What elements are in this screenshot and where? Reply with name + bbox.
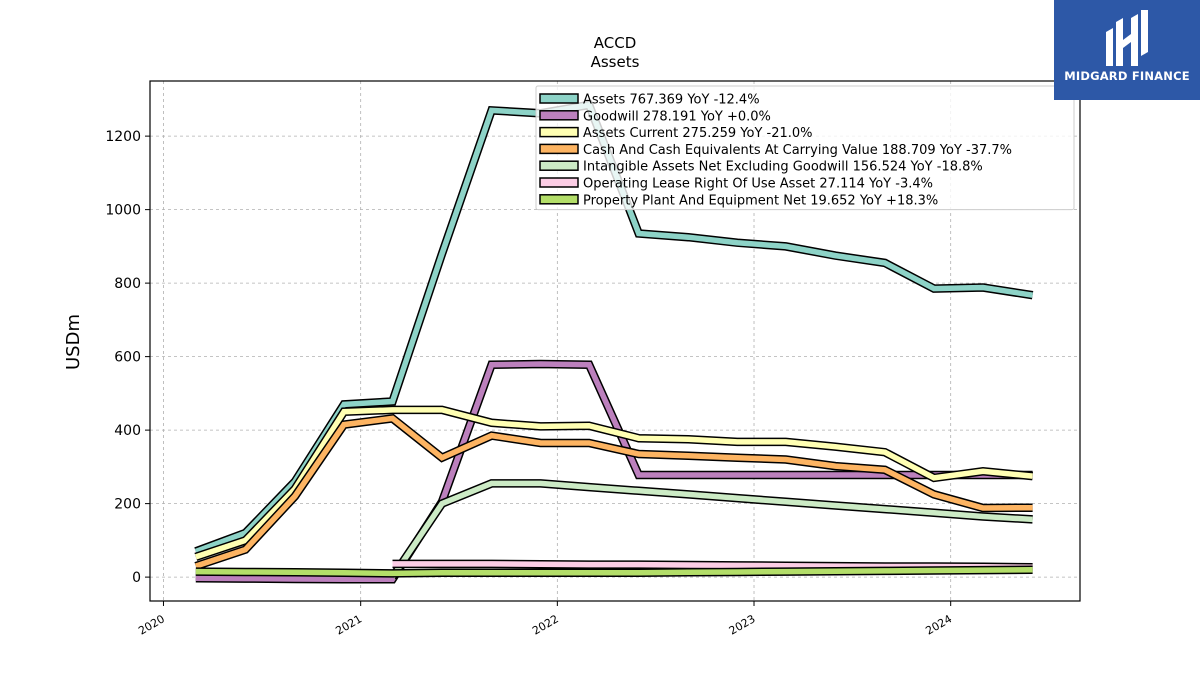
chart-subtitle: Assets [591, 53, 640, 71]
brand-logo: MIDGARD FINANCE [1054, 0, 1200, 100]
y-axis-label: USDm [63, 314, 84, 370]
legend-swatch [539, 93, 579, 104]
legend-box [535, 85, 1075, 211]
legend-entry: Assets Current 275.259 YoY -21.0% [539, 126, 813, 141]
series-outline [195, 359, 1033, 584]
legend-label: Assets Current 275.259 YoY -21.0% [583, 126, 813, 141]
legend-entry: Cash And Cash Equivalents At Carrying Va… [539, 143, 1012, 158]
y-tick-label: 600 [114, 350, 141, 366]
legend-entry: Intangible Assets Net Excluding Goodwill… [539, 160, 983, 175]
y-tick-label: 1200 [105, 129, 141, 145]
series-intangible-assets-net-excluding-goodwill [388, 479, 1033, 580]
logo-mark-icon [1106, 10, 1148, 66]
x-axis: 2020 2021 2022 2023 2024 [136, 601, 954, 638]
legend-entry: Assets 767.369 YoY -12.4% [539, 93, 760, 108]
x-tick-label: 2021 [333, 612, 364, 637]
x-tick-label: 2020 [136, 612, 167, 637]
series-line [194, 407, 1033, 560]
y-tick-label: 0 [132, 570, 141, 586]
series-cash-and-cash-equivalents-at-carrying-value [194, 413, 1033, 571]
legend-swatch [539, 194, 579, 205]
legend-swatch [539, 177, 579, 188]
x-tick-label: 2022 [530, 612, 561, 637]
legend-entry: Operating Lease Right Of Use Asset 27.11… [539, 177, 933, 192]
legend-label: Cash And Cash Equivalents At Carrying Va… [583, 143, 1012, 158]
y-tick-label: 800 [114, 276, 141, 292]
legend: Assets 767.369 YoY -12.4%Goodwill 278.19… [535, 85, 1075, 211]
series-property-plant-and-equipment-net [195, 565, 1033, 578]
chart-title: ACCD [594, 34, 637, 52]
legend-label: Assets 767.369 YoY -12.4% [583, 93, 760, 108]
legend-label: Intangible Assets Net Excluding Goodwill… [583, 160, 983, 175]
legend-label: Goodwill 278.191 YoY +0.0% [583, 109, 771, 124]
legend-swatch [539, 143, 579, 155]
y-axis: 0 200 400 600 800 1000 1200 [105, 129, 150, 586]
series-goodwill [195, 359, 1033, 584]
x-tick-label: 2024 [923, 612, 954, 637]
legend-swatch [539, 110, 579, 121]
legend-entry: Property Plant And Equipment Net 19.652 … [539, 193, 938, 208]
series-assets-current [194, 405, 1034, 561]
legend-entry: Goodwill 278.191 YoY +0.0% [539, 109, 771, 124]
logo-text: MIDGARD FINANCE [1064, 69, 1190, 83]
series-line [195, 567, 1033, 577]
y-tick-label: 400 [114, 423, 141, 439]
legend-label: Property Plant And Equipment Net 19.652 … [583, 193, 938, 208]
y-tick-label: 1000 [105, 203, 141, 219]
plot-frame [149, 80, 1081, 602]
legend-swatch [539, 160, 579, 171]
legend-swatch [539, 126, 579, 138]
legend-label: Operating Lease Right Of Use Asset 27.11… [583, 177, 933, 192]
series-line [194, 415, 1033, 569]
y-tick-label: 200 [114, 497, 141, 513]
series-line [390, 480, 1033, 579]
x-tick-label: 2023 [727, 612, 758, 637]
